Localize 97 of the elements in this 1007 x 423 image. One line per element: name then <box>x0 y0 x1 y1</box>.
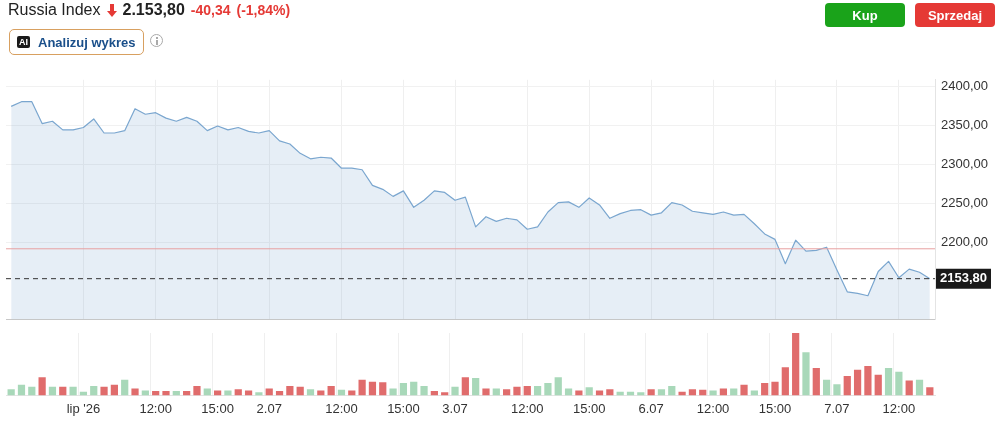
bar <box>750 390 758 396</box>
bar <box>482 388 490 396</box>
bar <box>131 388 139 396</box>
x-tick-label: 15:00 <box>387 400 420 416</box>
bar <box>451 386 459 396</box>
x-tick-label: 12:00 <box>882 400 916 416</box>
bar <box>348 390 356 396</box>
y-tick-label: 2400,00 <box>941 77 988 93</box>
x-tick-label: 7.07 <box>824 400 850 416</box>
bar <box>379 382 387 396</box>
bar <box>503 389 511 396</box>
bar <box>110 384 118 396</box>
bar <box>657 389 666 396</box>
bar <box>399 382 408 396</box>
bar <box>709 390 717 396</box>
bar <box>441 392 449 396</box>
bar <box>915 379 924 396</box>
text: Kup <box>825 3 905 27</box>
bar <box>472 377 480 396</box>
x-tick-label: 15:00 <box>758 400 792 416</box>
bar <box>327 386 335 396</box>
text: (-1,84%) <box>236 2 291 18</box>
x-tick-label: 12:00 <box>511 400 544 416</box>
bar <box>224 390 232 396</box>
bar <box>461 377 469 396</box>
bar <box>358 379 366 396</box>
bar <box>771 381 779 396</box>
x-tick-label: lip '26 <box>66 400 101 416</box>
bar <box>606 389 614 396</box>
bar <box>853 369 862 396</box>
x-tick-label: 6.07 <box>638 400 664 416</box>
bar <box>740 384 748 396</box>
bar <box>585 387 593 396</box>
bar <box>7 389 15 396</box>
bar <box>802 352 810 396</box>
bar <box>833 384 841 396</box>
bar <box>884 367 893 396</box>
bar <box>781 367 789 396</box>
ref-line-label: 2153,80 <box>940 270 987 286</box>
bar <box>317 390 325 396</box>
x-tick-label: 15:00 <box>572 400 606 416</box>
bar <box>905 380 913 396</box>
bar <box>668 386 676 396</box>
bar <box>90 386 98 396</box>
bar <box>843 376 851 396</box>
y-tick-label: 2250,00 <box>941 194 988 210</box>
bar <box>513 386 521 396</box>
x-tick-label: 2.07 <box>256 400 282 416</box>
bar <box>234 389 242 396</box>
bar <box>193 386 201 396</box>
chart-title: Russia Index <box>8 1 101 19</box>
bar <box>244 390 253 396</box>
bar <box>926 387 934 396</box>
x-tick-label: 3.07 <box>442 400 468 416</box>
bar <box>637 392 645 396</box>
bar <box>895 371 903 396</box>
bar <box>121 379 129 396</box>
bar <box>141 390 149 396</box>
bar <box>864 366 872 396</box>
bar <box>213 390 222 396</box>
y-tick-label: 2200,00 <box>941 234 988 250</box>
bar <box>761 382 769 396</box>
bar <box>100 386 108 396</box>
bar <box>410 381 418 396</box>
bar <box>368 381 377 396</box>
y-tick-label: 2300,00 <box>941 155 988 171</box>
x-tick-label: 15:00 <box>201 400 234 416</box>
y-tick-label: 2350,00 <box>941 116 988 132</box>
bar <box>823 379 831 396</box>
bar <box>420 386 428 396</box>
bar <box>792 333 800 396</box>
ai-icon: AI <box>17 36 30 48</box>
bar <box>38 377 46 396</box>
text: Analizuj wykres <box>38 34 136 50</box>
text: 2.153,80 <box>122 1 185 19</box>
x-tick-label: 12:00 <box>696 400 730 416</box>
bar <box>874 374 882 396</box>
bar <box>647 389 655 396</box>
bar <box>688 389 697 396</box>
bar <box>533 386 542 396</box>
bar <box>595 390 604 396</box>
bar <box>389 388 397 396</box>
bar <box>17 384 26 396</box>
text: -40,34 <box>190 2 231 18</box>
bar <box>306 389 315 396</box>
bar <box>554 377 562 396</box>
text: Sprzedaj <box>915 3 995 27</box>
bar <box>286 386 294 396</box>
bar <box>162 391 170 396</box>
x-tick-label: 12:00 <box>325 400 358 416</box>
bar <box>544 382 552 396</box>
bar <box>69 386 77 396</box>
bar <box>523 386 531 396</box>
bar <box>812 367 820 396</box>
bar <box>255 392 263 396</box>
x-tick-label: 12:00 <box>139 400 172 416</box>
bar <box>575 390 583 396</box>
